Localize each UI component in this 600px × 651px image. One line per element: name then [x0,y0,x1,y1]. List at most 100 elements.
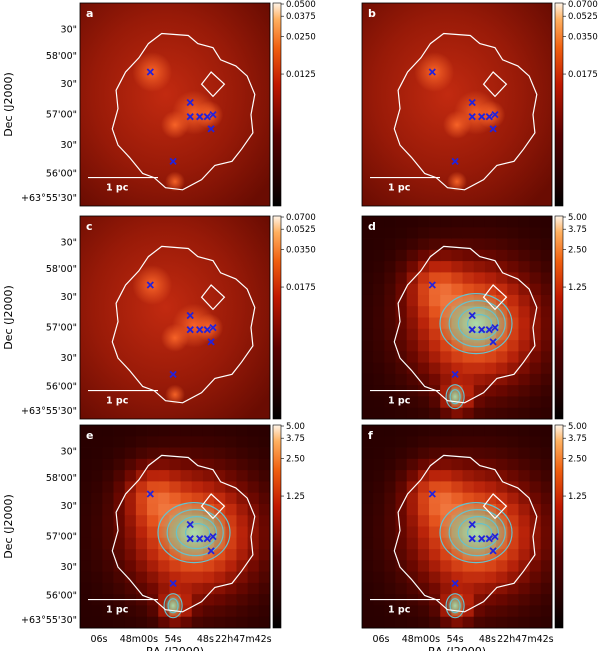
contours [157,501,231,619]
dec-tick-label: 56'00" [46,169,77,180]
contours [439,293,513,410]
contour-line [175,515,217,550]
colorbar-tick-label: 5.00 [286,422,305,432]
contour-line [445,384,465,410]
source-marker [186,113,194,121]
source-marker [428,490,436,498]
panel-label: f [368,429,373,442]
source-marker [196,113,204,121]
contour-line [448,508,506,557]
ra-tick-label: 48m00s [402,634,440,645]
panel-label: b [368,7,376,20]
dec-tick-label: 30" [61,237,77,248]
dec-tick-label: 30" [61,562,77,573]
source-marker [196,535,204,543]
source-marker [207,125,215,133]
source-marker [468,326,476,334]
panel-frame [361,2,553,207]
dec-tick-label: 30" [61,140,77,151]
dec-axis-label: Dec (J2000) [2,72,15,137]
dec-tick-label: +63°55'30" [21,406,77,417]
emission-blob [165,384,185,405]
emission-blob [132,265,173,305]
scalebar-label: 1 pc [106,605,128,616]
colorbar-tick-label: 0.0500 [286,0,316,10]
source-marker [209,533,217,541]
source-marker [209,111,217,119]
colorbar-tick-label: 0.0375 [286,12,316,22]
source-marker [468,98,476,107]
colorbar-tick-label: 0.0250 [286,32,316,42]
colorbar-tick-label: 3.75 [568,225,587,235]
colorbar-tick-label: 0.0175 [286,283,316,293]
colorbar-tick-label: 1.25 [568,492,587,502]
region-outline [111,454,256,613]
source-marker [478,326,486,334]
ra-tick-label: 22h47m42s [215,634,272,645]
source-marker [146,490,154,498]
source-marker [489,125,497,133]
scalebar-label: 1 pc [388,605,410,616]
colorbar-tick-label: 0.0700 [568,0,598,10]
source-marker [491,111,499,119]
source-marker [468,113,476,121]
contours [439,501,513,619]
panel-frame [79,2,271,207]
ra-tick-label: 48s [479,634,496,645]
source-marker [207,338,215,346]
ra-tick-label: 48m00s [120,634,158,645]
source-marker [186,326,194,334]
region-outline [393,32,538,191]
scalebar-label: 1 pc [106,396,128,407]
scalebar-label: 1 pc [106,183,128,194]
contour-line [157,501,231,564]
scalebar-label: 1 pc [388,183,410,194]
panel-frame [79,424,271,629]
source-marker [203,113,211,121]
source-marker [169,370,177,378]
colorbar-tick-label: 5.00 [568,422,587,432]
ra-tick-label: 48s [197,634,214,645]
colorbar: 5.00 3.75 2.50 1.25 [554,422,587,629]
panel-frame [361,215,553,420]
colorbar-tick-label: 3.75 [286,434,305,444]
dec-tick-label: 58'00" [46,473,77,484]
source-marker [186,535,194,543]
source-marker [491,533,499,541]
panel-d: 1 pc d 5.00 3.75 2.50 1.25 [361,213,587,420]
colorbar: 0.0500 0.0375 0.0250 0.0125 [272,0,316,207]
ra-tick-label: 06s [372,634,389,645]
masked-region-outline [482,284,508,311]
source-marker [186,311,194,320]
source-marker [186,98,194,107]
colorbar-tick-label: 2.50 [568,245,587,255]
source-marker [485,535,493,543]
source-marker [428,68,436,76]
dec-tick-label: 56'00" [46,591,77,602]
colorbar-tick-label: 1.25 [568,283,587,293]
emission-blob [161,110,189,139]
ra-axis-label: RA (J2000) [428,645,486,651]
colorbar-tick-label: 0.0175 [568,70,598,80]
source-marker [485,113,493,121]
contour-line [439,501,513,564]
dec-axis-label: Dec (J2000) [2,494,15,559]
contour-line [163,593,183,619]
emission-blob [443,110,471,139]
dec-tick-label: +63°55'30" [21,615,77,626]
dec-tick-label: 30" [61,24,77,35]
panel-c: 1 pc c 0.0700 0.0525 0.0350 0.0175 [79,213,316,420]
region-outline [393,245,538,404]
source-marker [451,157,459,165]
emission-blob [161,323,189,352]
scalebar-label: 1 pc [388,396,410,407]
colorbar: 5.00 3.75 2.50 1.25 [554,213,587,420]
dec-tick-label: 57'00" [46,532,77,543]
source-marker [207,547,215,555]
source-marker [203,535,211,543]
emission-blob [414,52,455,92]
emission-blob [165,171,185,192]
emission-blob [132,52,173,92]
source-marker [209,324,217,332]
colorbar-tick-label: 2.50 [286,454,305,464]
